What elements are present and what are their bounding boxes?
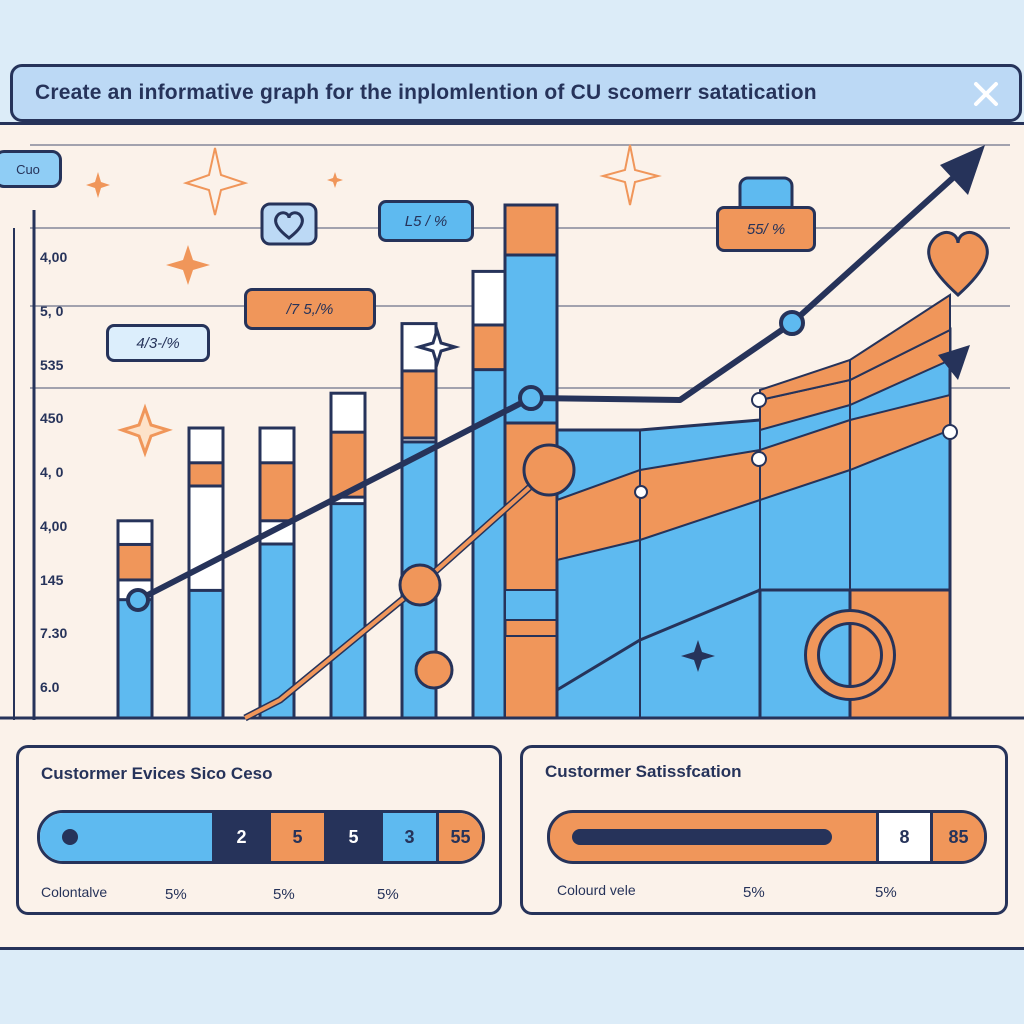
bar-segment-orange <box>400 369 438 440</box>
heart-icon <box>260 176 989 298</box>
panel-right-title: Custormer Satissfcation <box>545 762 742 781</box>
bar-segment-orange <box>187 461 225 488</box>
pct-label: 5% <box>165 886 187 903</box>
panel-left-title: Custormer Evices Sico Ceso <box>41 764 273 783</box>
y-tick-label: 4, 0 <box>40 464 64 480</box>
right-progress-bar[interactable]: 8 85 <box>547 810 987 864</box>
trend-point <box>518 385 544 411</box>
y-tick-label: 145 <box>40 571 64 588</box>
segment: 5 <box>268 813 324 861</box>
trend-point <box>414 650 454 690</box>
callout-label: 55/ % <box>716 206 816 252</box>
segment: 55 <box>436 813 482 861</box>
bar-segment-orange <box>116 542 154 582</box>
slider-track <box>572 829 832 845</box>
left-bar-base <box>40 813 212 861</box>
window-title: Create an informative graph for the inpl… <box>35 81 817 104</box>
trend-point <box>779 310 805 336</box>
tag-chip[interactable]: Cuo <box>0 150 62 188</box>
segment: 5 <box>324 813 380 861</box>
arrow-head-navy <box>940 145 985 195</box>
bar-segment-blue <box>116 598 154 720</box>
bar-segment-blue <box>187 588 225 720</box>
panel-left: Custormer Evices Sico Ceso 2 5 5 3 55 Co… <box>16 745 502 915</box>
y-tick-label: 6.0 <box>40 679 60 695</box>
y-tick-label: 7.30 <box>40 625 68 642</box>
y-tick-label: 450 <box>40 410 64 427</box>
segment: 8 <box>876 813 930 861</box>
legend-label: Colourd vele <box>557 882 636 898</box>
y-tick-label: 535 <box>40 356 64 373</box>
segment: 85 <box>930 813 984 861</box>
y-tick-label: 5, 0 <box>40 302 64 319</box>
pct-label: 5% <box>273 886 295 903</box>
trend-point <box>126 588 150 612</box>
sparkle-icon <box>86 144 715 672</box>
panel-right: Custormer Satissfcation 8 85 Colourd vel… <box>520 745 1008 915</box>
dot-icon <box>62 829 78 845</box>
y-tick-label: 4,00 <box>40 517 68 534</box>
title-bar: Create an informative graph for the inpl… <box>10 64 1022 122</box>
callout-label: L5 / % <box>378 200 474 242</box>
pct-label: 5% <box>377 886 399 903</box>
y-tick-label: 4,00 <box>40 249 68 265</box>
trend-point <box>398 563 442 607</box>
segment: 3 <box>380 813 436 861</box>
segment: 2 <box>212 813 268 861</box>
callout-label: 4/3-/% <box>106 324 210 362</box>
stacked-area <box>555 293 958 720</box>
pct-label: 5% <box>743 884 765 901</box>
left-progress-bar[interactable]: 2 5 5 3 55 <box>37 810 485 864</box>
bar-segment-orange <box>258 461 296 523</box>
trend-line-navy <box>136 155 978 603</box>
close-button[interactable] <box>967 75 1005 113</box>
bar-segment-blue <box>329 502 367 720</box>
bar-segment-orange <box>471 323 509 376</box>
trend-point <box>522 443 576 497</box>
pct-label: 5% <box>875 884 897 901</box>
arrow-head-blue <box>938 345 970 380</box>
close-icon[interactable] <box>971 79 1001 109</box>
legend-label: Colontalve <box>41 884 108 900</box>
callout-label: /7 5,/% <box>244 288 376 330</box>
right-bar-base <box>550 813 876 861</box>
